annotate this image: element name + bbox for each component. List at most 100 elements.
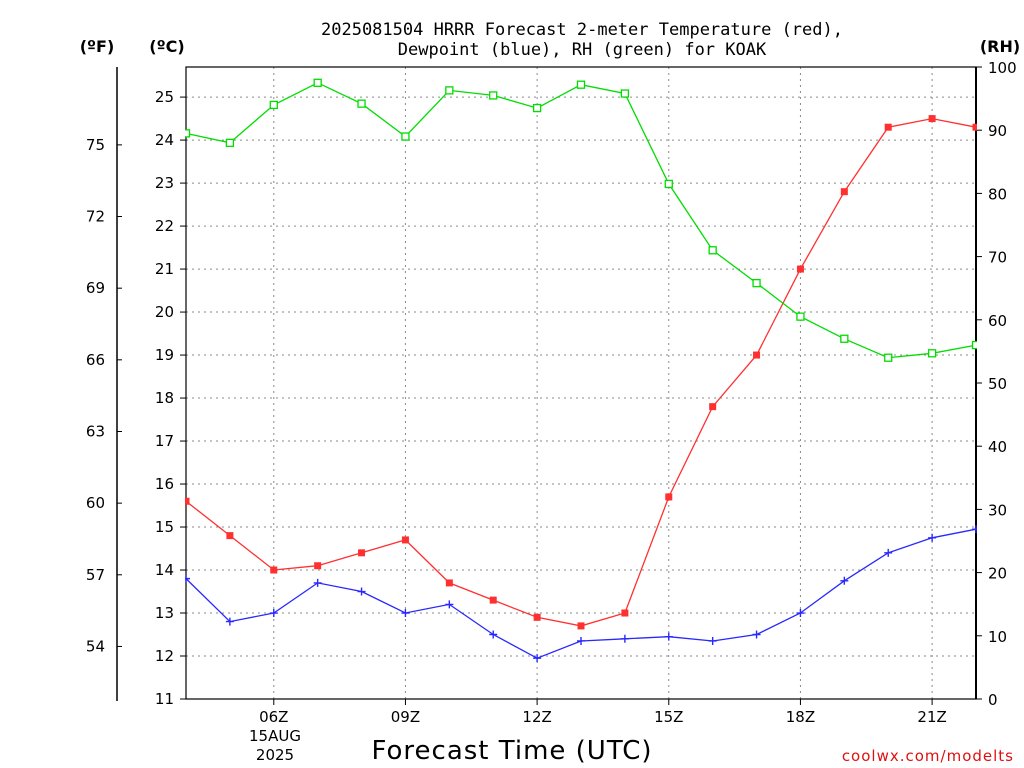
x-tick-label: 06Z <box>259 708 288 726</box>
rh-point <box>269 100 278 110</box>
rh-tick-label: 60 <box>988 312 1007 330</box>
temperature-series-line <box>185 117 977 627</box>
dewpoint-point <box>577 636 585 645</box>
celsius-tick-label: 18 <box>155 389 174 407</box>
dewpoint-point <box>269 609 278 618</box>
x-tick-label: 15Z <box>654 708 683 726</box>
fahrenheit-tick-label: 60 <box>86 494 105 512</box>
dewpoint-point <box>796 609 805 618</box>
celsius-tick-label: 20 <box>155 303 174 321</box>
rh-point <box>620 89 630 98</box>
celsius-unit-label: (ºC) <box>149 37 184 56</box>
x-tick-label: 18Z <box>786 708 815 726</box>
rh-point <box>884 353 893 362</box>
tick-labels: 11 12 13 14 15 16 17 18 19 20 21 22 23 24 25 54 57 60 63 66… <box>86 59 1017 726</box>
temperature-point <box>226 532 234 540</box>
fahrenheit-tick-label: 69 <box>86 279 105 297</box>
rh-tick-label: 50 <box>988 375 1007 393</box>
rh-point <box>445 86 454 95</box>
x-tick-label: 09Z <box>391 708 420 726</box>
rh-tick-label: 10 <box>988 628 1007 646</box>
celsius-tick-label: 11 <box>155 690 174 708</box>
dewpoint-point <box>928 533 937 542</box>
dewpoint-point <box>357 587 366 596</box>
rh-tick-label: 80 <box>988 185 1007 203</box>
rh-tick-label: 90 <box>988 122 1007 140</box>
temperature-point <box>314 562 322 570</box>
dewpoint-point <box>185 574 190 583</box>
celsius-tick-label: 16 <box>155 475 174 493</box>
rh-point <box>708 246 717 255</box>
date-label-year: 2025 <box>256 746 294 764</box>
celsius-tick-label: 24 <box>155 131 174 149</box>
temperature-point <box>972 123 977 131</box>
credit-text: coolwx.com/modelts <box>842 747 1014 765</box>
dewpoint-point <box>445 600 454 609</box>
dewpoint-point <box>664 632 673 641</box>
rh-point <box>357 99 366 108</box>
x-axis-label: Forecast Time (UTC) <box>371 736 652 766</box>
series-layer <box>185 78 977 663</box>
dewpoint-point <box>533 654 542 663</box>
celsius-tick-label: 22 <box>155 217 174 235</box>
temperature-point <box>665 493 673 501</box>
dewpoint-point <box>489 630 498 639</box>
fahrenheit-unit-label: (ºF) <box>80 37 115 56</box>
fahrenheit-tick-label: 54 <box>86 637 105 655</box>
plot-frame <box>185 66 977 700</box>
temperature-point <box>709 403 717 411</box>
fahrenheit-tick-label: 75 <box>86 136 105 154</box>
rh-point <box>752 278 761 288</box>
rh-tick-label: 100 <box>988 59 1017 77</box>
rh-tick-label: 0 <box>988 691 998 709</box>
temperature-point <box>533 613 541 621</box>
temperature-point <box>185 497 190 505</box>
title-line-2: Dewpoint (blue), RH (green) for KOAK <box>398 40 767 60</box>
temperature-point <box>358 549 366 557</box>
rh-point <box>664 179 673 189</box>
temperature-point <box>270 566 278 574</box>
temperature-point <box>884 123 892 131</box>
rh-point <box>796 312 805 321</box>
fahrenheit-tick-label: 72 <box>86 208 105 226</box>
rh-point <box>840 334 849 343</box>
celsius-tick-label: 21 <box>155 260 174 278</box>
temperature-point <box>489 596 497 604</box>
temperature-point <box>621 609 629 617</box>
rh-tick-label: 30 <box>988 501 1007 519</box>
x-tick-label: 21Z <box>917 708 946 726</box>
celsius-tick-label: 19 <box>155 346 174 364</box>
fahrenheit-tick-label: 63 <box>86 422 105 440</box>
temperature-point <box>928 115 936 123</box>
temperature-point <box>577 622 585 630</box>
rh-series-line <box>185 82 977 359</box>
date-label-day: 15AUG <box>249 727 301 745</box>
axes <box>116 66 982 705</box>
temperature-point <box>840 188 848 196</box>
fahrenheit-tick-label: 57 <box>86 566 105 584</box>
celsius-tick-label: 13 <box>155 604 174 622</box>
rh-point <box>927 349 937 358</box>
rh-tick-label: 20 <box>988 565 1007 583</box>
dewpoint-point <box>225 617 234 626</box>
celsius-tick-label: 17 <box>155 432 174 450</box>
rh-point <box>185 129 191 138</box>
dewpoint-point <box>840 576 849 585</box>
x-tick-label: 12Z <box>522 708 551 726</box>
grid-lines <box>186 67 976 699</box>
temperature-point <box>445 579 453 587</box>
celsius-tick-label: 23 <box>155 174 174 192</box>
celsius-tick-label: 15 <box>155 518 174 536</box>
fahrenheit-tick-label: 66 <box>86 351 105 369</box>
rh-tick-label: 70 <box>988 249 1007 267</box>
dewpoint-point <box>313 578 322 587</box>
dewpoint-point <box>708 636 717 645</box>
dewpoint-point <box>752 630 761 639</box>
title-line-1: 2025081504 HRRR Forecast 2-meter Tempera… <box>321 20 843 40</box>
celsius-tick-label: 12 <box>155 647 174 665</box>
temperature-point <box>796 265 804 273</box>
temperature-point <box>401 536 409 544</box>
rh-point <box>225 138 235 147</box>
rh-point <box>576 80 586 89</box>
